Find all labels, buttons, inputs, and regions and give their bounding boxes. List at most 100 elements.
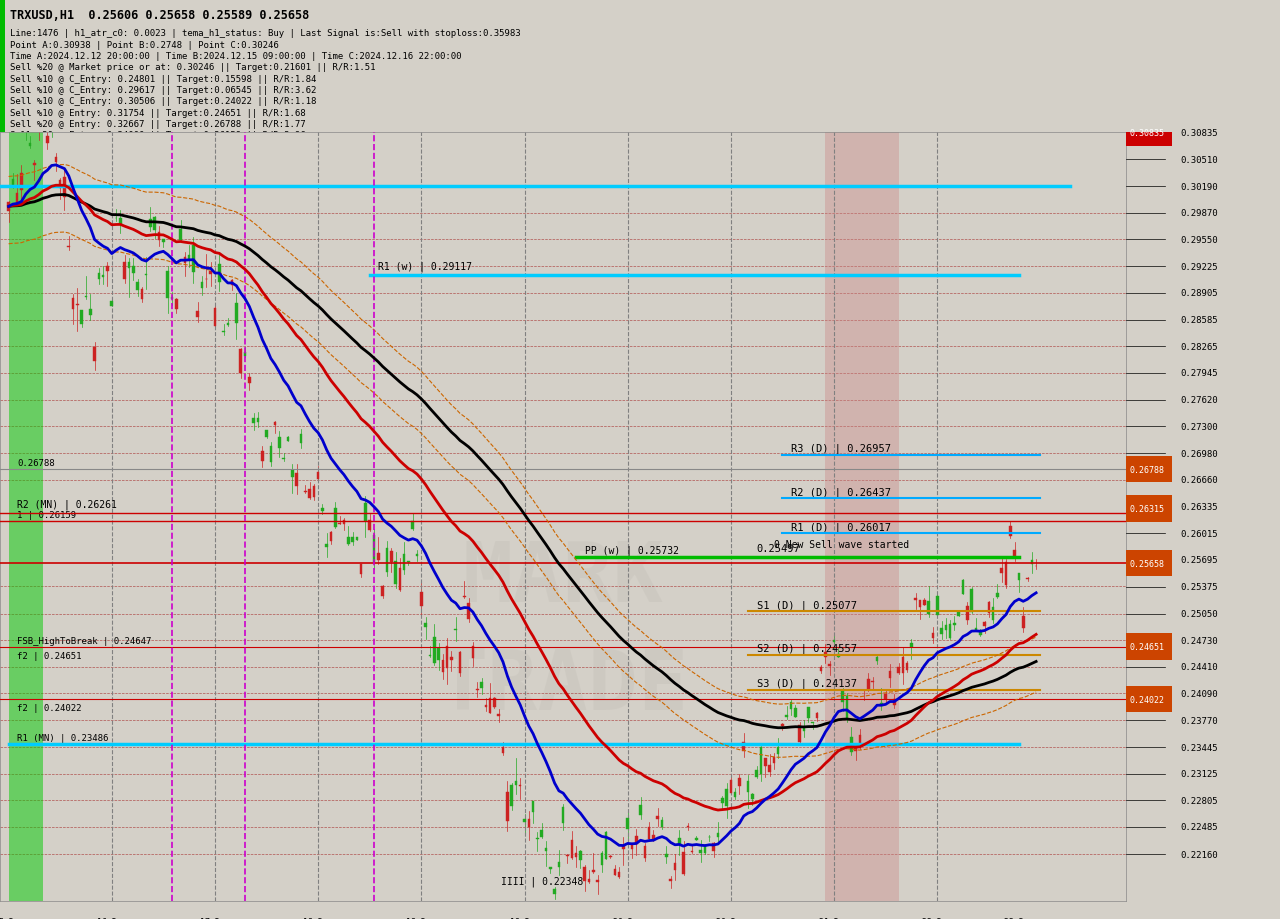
Bar [588, 879, 590, 881]
Bar [846, 696, 849, 720]
Bar [141, 289, 143, 300]
Text: f2 | 0.24022: f2 | 0.24022 [17, 703, 82, 712]
Bar [506, 792, 508, 822]
Text: FSB_HighToBreak | 0.24647: FSB_HighToBreak | 0.24647 [17, 636, 151, 645]
Bar [820, 667, 823, 672]
Bar [1030, 561, 1033, 564]
Bar [584, 868, 586, 880]
Text: 0.26015: 0.26015 [1180, 529, 1217, 539]
Bar [974, 629, 977, 631]
Bar [493, 698, 495, 708]
Bar [485, 706, 488, 707]
FancyBboxPatch shape [1126, 686, 1172, 712]
Bar [919, 600, 922, 607]
Text: 18 Dec
16:00: 18 Dec 16:00 [406, 917, 436, 919]
Bar [540, 831, 543, 837]
Bar [81, 311, 83, 324]
Bar [605, 832, 608, 858]
Bar [128, 263, 131, 269]
Text: 0.24651: 0.24651 [1129, 642, 1165, 652]
Bar [265, 430, 268, 438]
Bar [261, 451, 264, 461]
Bar [881, 704, 883, 707]
Bar [666, 854, 668, 857]
Text: 21 Dec
08:00: 21 Dec 08:00 [819, 917, 849, 919]
Bar [312, 487, 315, 497]
Bar [923, 600, 925, 606]
Text: 0.23770: 0.23770 [1180, 716, 1217, 725]
Bar [854, 747, 856, 752]
Bar [575, 853, 577, 857]
Text: 16 Dec
16:00: 16 Dec 16:00 [97, 917, 127, 919]
Bar [558, 862, 561, 867]
Bar [826, 133, 899, 901]
Bar [170, 298, 173, 300]
Bar [145, 275, 147, 276]
Text: 0.26980: 0.26980 [1180, 449, 1217, 458]
Text: 0.30835: 0.30835 [1129, 129, 1165, 138]
Bar [815, 713, 818, 719]
Text: 0.22805: 0.22805 [1180, 796, 1217, 805]
Bar [833, 641, 836, 642]
Text: Target 161: 0.24651 | Target 250: 0.21601 | Target 423: 0.15598 | Target 685: 0.: Target 161: 0.24651 | Target 250: 0.2160… [10, 142, 467, 152]
Text: 0.25695: 0.25695 [1180, 556, 1217, 565]
Text: 0.22160: 0.22160 [1180, 849, 1217, 858]
Bar [941, 628, 943, 634]
Text: Sell %10 @ C_Entry: 0.29617 || Target:0.06545 || R/R:3.62: Sell %10 @ C_Entry: 0.29617 || Target:0.… [10, 86, 316, 95]
Bar [252, 419, 255, 424]
Bar [347, 538, 349, 544]
Bar [183, 257, 186, 263]
Text: 0.25658: 0.25658 [1129, 559, 1165, 568]
Bar [721, 798, 723, 803]
Bar [287, 437, 289, 441]
Text: S3 (D) | 0.24137: S3 (D) | 0.24137 [756, 677, 856, 688]
Bar [669, 879, 672, 881]
Bar [841, 691, 844, 703]
Text: R1 (w) | 0.29117: R1 (w) | 0.29117 [379, 261, 472, 272]
Bar [398, 569, 401, 590]
Bar [385, 549, 388, 573]
Bar [536, 838, 539, 839]
Bar [566, 855, 568, 857]
Bar [786, 715, 788, 717]
Bar [983, 622, 986, 627]
Bar [531, 801, 534, 812]
FancyBboxPatch shape [1126, 634, 1172, 661]
Bar [901, 657, 904, 673]
Bar [545, 848, 548, 851]
Text: 0.23125: 0.23125 [1180, 769, 1217, 778]
Bar [201, 283, 204, 289]
Bar [945, 625, 947, 630]
Bar [291, 471, 293, 478]
Bar [296, 473, 298, 486]
Bar [970, 590, 973, 612]
FancyBboxPatch shape [1126, 456, 1172, 482]
Bar [613, 868, 616, 875]
Bar [660, 821, 663, 827]
Bar [502, 747, 504, 754]
Bar [59, 181, 61, 189]
Text: 0.27300: 0.27300 [1180, 423, 1217, 432]
Text: R2 (MN) | 0.26261: R2 (MN) | 0.26261 [17, 499, 116, 509]
Text: 0.26788: 0.26788 [1129, 465, 1165, 474]
Bar [867, 680, 869, 690]
Bar [15, 194, 18, 203]
Text: 0.28265: 0.28265 [1180, 342, 1217, 351]
Bar [498, 714, 500, 717]
Bar [600, 853, 603, 865]
Text: 0.22485: 0.22485 [1180, 823, 1217, 832]
Bar [214, 309, 216, 326]
Text: Sell %10 @ C_Entry: 0.24801 || Target:0.15598 || R/R:1.84: Sell %10 @ C_Entry: 0.24801 || Target:0.… [10, 74, 316, 84]
Bar [876, 657, 878, 661]
Bar [961, 581, 964, 594]
Bar [562, 807, 564, 823]
Bar [799, 725, 801, 743]
Text: Sell %20 @ Entry: 0.34000 || Target:0.26159 || R/R:3.96: Sell %20 @ Entry: 0.34000 || Target:0.26… [10, 131, 306, 141]
Bar [888, 672, 891, 678]
Bar [9, 133, 44, 901]
Bar [515, 781, 517, 786]
Bar [897, 667, 900, 674]
Bar [50, 113, 52, 130]
Bar [717, 833, 719, 837]
Bar [596, 879, 599, 882]
